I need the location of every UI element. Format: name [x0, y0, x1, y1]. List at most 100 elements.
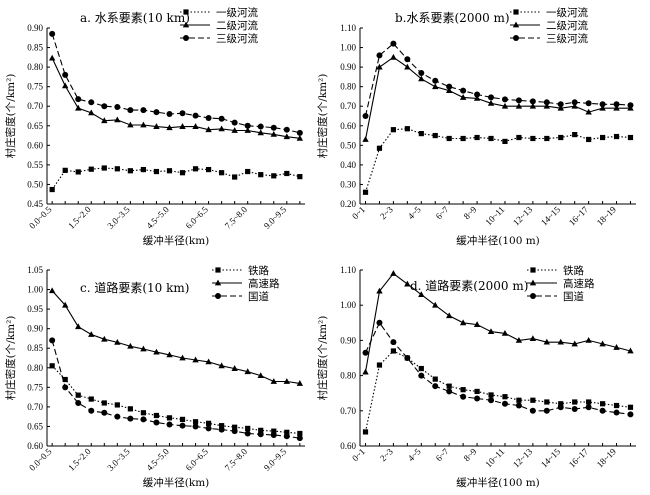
data-point	[404, 126, 410, 132]
data-point	[62, 384, 69, 391]
data-point	[501, 400, 508, 407]
data-point	[140, 410, 147, 416]
data-point	[488, 392, 494, 398]
data-point	[101, 335, 108, 342]
data-point	[297, 174, 303, 180]
data-point	[418, 75, 425, 82]
legend-marker	[512, 21, 520, 28]
data-point	[613, 402, 620, 409]
data-point	[572, 399, 578, 405]
data-point	[166, 421, 173, 428]
data-point	[75, 104, 82, 111]
data-point	[502, 394, 508, 400]
y-tick-label: 0.65	[27, 121, 43, 131]
data-point	[257, 431, 264, 438]
data-point	[62, 376, 68, 383]
data-point	[572, 131, 578, 138]
data-point	[101, 103, 108, 110]
data-point	[376, 145, 383, 151]
data-point	[62, 71, 69, 78]
data-point	[390, 40, 397, 47]
data-point	[418, 69, 425, 76]
data-point	[179, 123, 186, 129]
data-point	[432, 376, 438, 382]
data-point	[140, 121, 147, 128]
data-point	[75, 96, 82, 103]
data-point	[544, 135, 550, 142]
x-tick-label: 7.5~8.0	[223, 204, 250, 231]
data-point	[257, 372, 264, 378]
data-point	[153, 168, 160, 175]
x-axis-label: 缓冲半径(100 m)	[456, 476, 540, 489]
data-point	[62, 167, 68, 173]
data-point	[49, 30, 56, 37]
data-point	[114, 116, 121, 123]
y-tick-label: 0.80	[27, 62, 43, 72]
legend-item: 铁路	[212, 264, 269, 277]
legend-marker	[182, 21, 190, 28]
series-line	[51, 365, 300, 435]
legend-item: 铁路	[527, 264, 584, 277]
data-point	[627, 411, 634, 418]
data-point	[231, 127, 238, 133]
data-point	[245, 168, 251, 175]
data-point	[153, 348, 160, 355]
data-point	[362, 113, 369, 119]
data-point	[192, 419, 199, 425]
data-point	[418, 372, 425, 379]
data-point	[114, 104, 121, 111]
data-point	[432, 383, 439, 390]
y-tick-label: 0.80	[340, 371, 356, 381]
data-point	[627, 347, 634, 354]
data-point	[75, 392, 81, 398]
data-point	[179, 422, 186, 429]
x-tick-label: 3.0~3.5	[105, 204, 132, 231]
data-point	[75, 169, 81, 175]
data-point	[585, 100, 592, 107]
data-point	[474, 91, 481, 98]
legend-item: 三级河流	[510, 32, 588, 45]
y-tick-label: 0.85	[27, 43, 43, 53]
data-point	[529, 407, 536, 414]
data-point	[166, 415, 173, 421]
x-tick-label: 18~19	[595, 446, 619, 470]
y-tick-label: 1.00	[340, 300, 356, 310]
data-point	[529, 102, 537, 109]
data-point	[488, 135, 494, 142]
data-point	[48, 54, 56, 61]
data-point	[516, 134, 522, 141]
data-point	[544, 399, 550, 405]
y-tick-label: 0.85	[27, 343, 43, 353]
data-point	[362, 189, 369, 195]
data-point	[179, 416, 186, 423]
data-point	[390, 127, 397, 133]
data-point	[390, 348, 397, 354]
data-point	[140, 345, 147, 352]
legend-item: 一级河流	[510, 6, 588, 19]
data-point	[127, 342, 134, 349]
x-tick-label: 10~11	[483, 446, 506, 469]
data-point	[88, 331, 95, 337]
data-point	[418, 365, 424, 372]
y-tick-label: 0.50	[27, 179, 43, 189]
data-point	[48, 287, 56, 294]
data-point	[558, 134, 564, 141]
data-point	[516, 397, 522, 403]
series-铁路	[362, 348, 634, 435]
data-point	[296, 129, 303, 136]
y-tick-label: 0.65	[27, 421, 43, 431]
y-tick-label: 0.50	[340, 140, 356, 150]
y-tick-label: 0.70	[340, 101, 356, 111]
series-国道	[362, 319, 634, 418]
data-point	[432, 77, 439, 84]
data-point	[296, 380, 304, 386]
series-line	[364, 128, 631, 193]
data-point	[376, 319, 383, 326]
legend-label: 一级河流	[216, 6, 258, 19]
data-point	[515, 337, 523, 343]
legend-marker	[183, 35, 189, 41]
data-point	[613, 101, 620, 108]
legend-label: 高速路	[563, 277, 595, 290]
legend-item: 一级河流	[180, 6, 258, 19]
data-point	[270, 432, 277, 439]
